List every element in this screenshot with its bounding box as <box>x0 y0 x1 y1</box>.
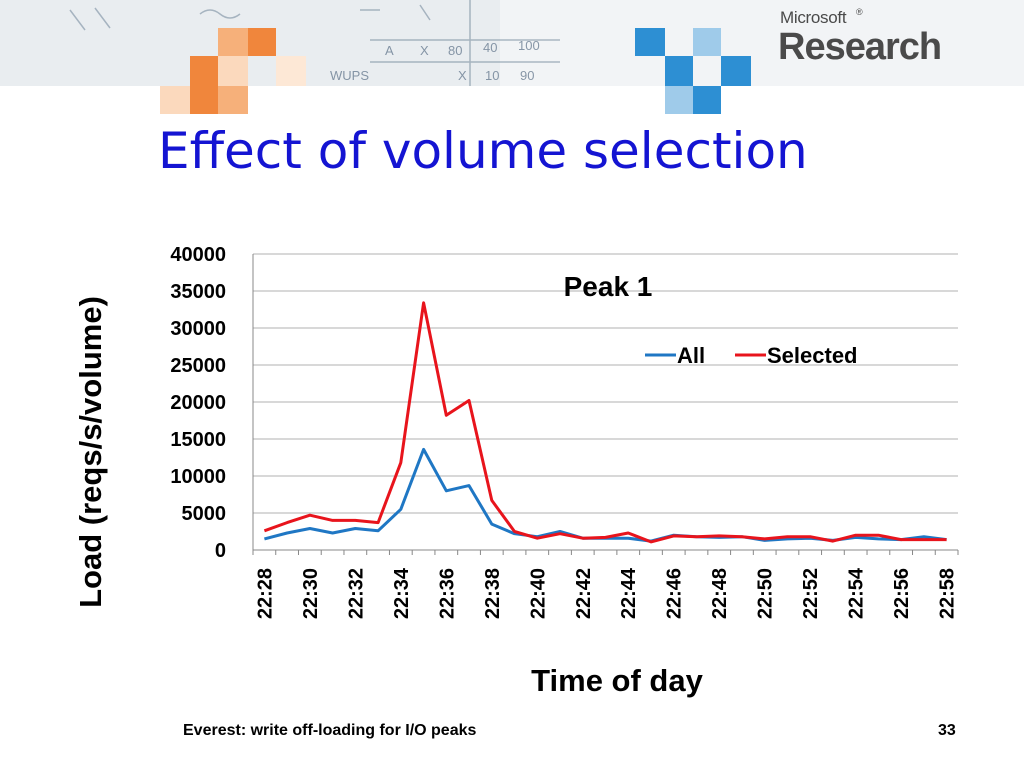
x-tick-label: 22:34 <box>391 567 413 619</box>
header-banner: A X 80 40 100 WUPS X 10 90 Microsoft ® <box>0 0 1024 114</box>
svg-text:40: 40 <box>483 40 497 55</box>
line-chart: 0 5000 10000 15000 20000 25000 30000 35000 40000… <box>73 244 959 698</box>
x-axis-label: Time of day <box>531 663 703 698</box>
y-tick-label: 20000 <box>170 392 226 414</box>
x-axis-ticks: 22:28 22:30 22:32 22:34 22:36 22:38 22:40 22:42… <box>252 550 959 619</box>
chart-title: Peak 1 <box>564 271 653 302</box>
svg-text:WUPS: WUPS <box>330 68 369 83</box>
y-tick-label: 30000 <box>170 318 226 340</box>
x-tick-label: 22:30 <box>300 568 322 619</box>
x-tick-label: 22:32 <box>345 568 367 619</box>
x-tick-label: 22:52 <box>800 568 822 619</box>
y-axis-label: Load (reqs/s/volume) <box>73 296 108 608</box>
svg-text:10: 10 <box>485 68 499 83</box>
y-tick-label: 25000 <box>170 355 226 377</box>
svg-text:100: 100 <box>518 38 540 53</box>
legend-label-all: All <box>677 343 705 368</box>
y-axis-ticks: 0 5000 10000 15000 20000 25000 30000 35000 40000 <box>170 244 226 562</box>
y-tick-label: 35000 <box>170 281 226 303</box>
series-lines <box>263 301 947 544</box>
header-tiles-lower-blue <box>665 86 721 114</box>
x-tick-label: 22:48 <box>709 568 731 619</box>
svg-text:90: 90 <box>520 68 534 83</box>
header-decoration: A X 80 40 100 WUPS X 10 90 <box>0 0 1024 86</box>
gridlines <box>252 253 958 551</box>
y-tick-label: 10000 <box>170 466 226 488</box>
x-tick-label: 22:50 <box>755 568 777 619</box>
x-tick-label: 22:54 <box>846 567 868 619</box>
header-tiles-lower <box>160 86 248 114</box>
slide-title: Effect of volume selection <box>158 122 808 180</box>
x-tick-label: 22:38 <box>482 568 504 619</box>
logo-division: Research <box>778 26 942 68</box>
y-tick-label: 0 <box>215 540 226 562</box>
svg-text:X: X <box>420 43 429 58</box>
x-tick-label: 22:40 <box>527 568 549 619</box>
x-tick-label: 22:36 <box>436 568 458 619</box>
series-line-all <box>264 447 947 543</box>
x-tick-label: 22:28 <box>254 568 276 619</box>
y-tick-label: 40000 <box>170 244 226 266</box>
x-tick-label: 22:56 <box>891 568 913 619</box>
svg-text:80: 80 <box>448 43 462 58</box>
logo-company: Microsoft <box>780 8 847 27</box>
legend-label-selected: Selected <box>767 343 858 368</box>
svg-text:X: X <box>458 68 467 83</box>
x-tick-label: 22:44 <box>618 567 640 619</box>
y-tick-label: 5000 <box>182 503 227 525</box>
x-tick-label: 22:42 <box>573 568 595 619</box>
page-number: 33 <box>938 722 956 739</box>
series-line-selected <box>263 301 947 544</box>
logo-trademark: ® <box>856 7 863 17</box>
footer-text: Everest: write off-loading for I/O peaks <box>183 722 477 739</box>
x-tick-label: 22:58 <box>937 568 959 619</box>
microsoft-research-logo: Microsoft ® Research <box>770 7 960 72</box>
legend: All Selected <box>645 343 858 368</box>
svg-text:A: A <box>385 43 394 58</box>
x-tick-label: 22:46 <box>664 568 686 619</box>
y-tick-label: 15000 <box>170 429 226 451</box>
